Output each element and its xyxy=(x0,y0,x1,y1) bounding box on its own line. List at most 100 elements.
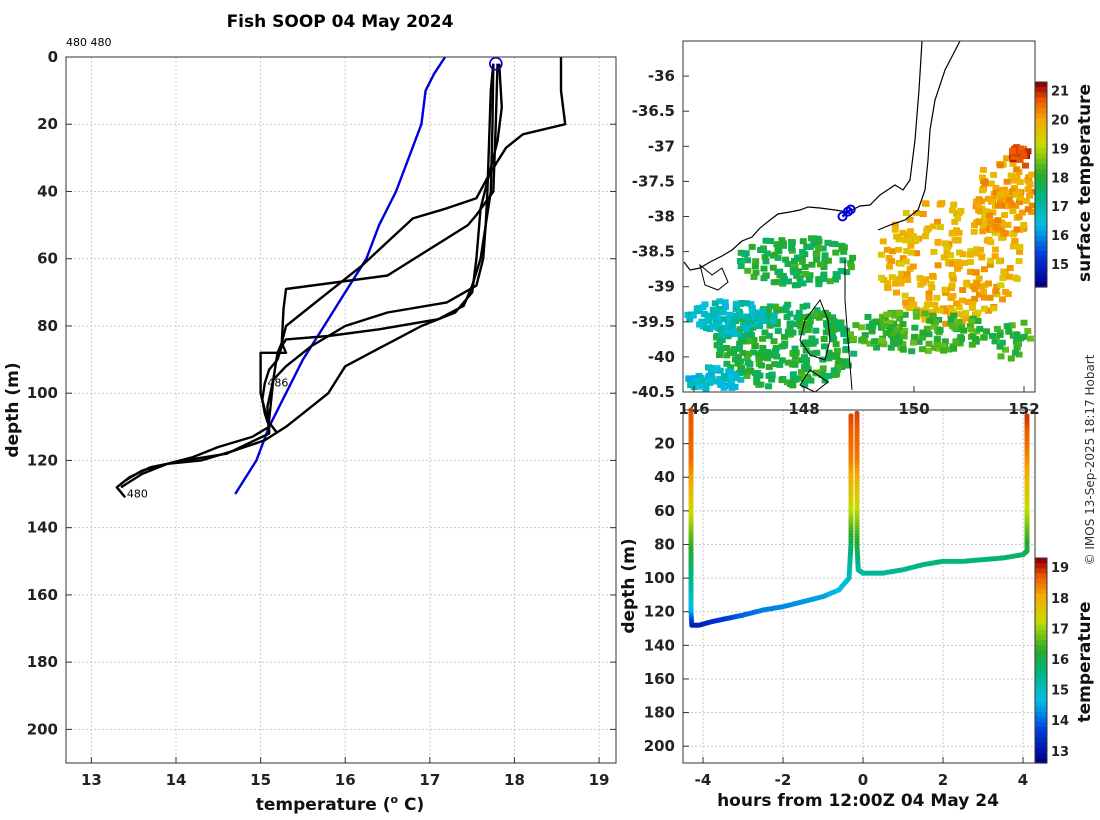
sst-cell xyxy=(784,261,792,267)
time-depth-colorbar-tick-label: 13 xyxy=(1051,745,1069,760)
sst-cell xyxy=(737,376,745,383)
sst-cell xyxy=(892,327,900,334)
map-colorbar-segment xyxy=(1035,128,1047,134)
sst-cell xyxy=(937,307,944,314)
sst-cell xyxy=(776,361,784,368)
sst-cell xyxy=(941,338,949,345)
map-colorbar-segment xyxy=(1035,235,1047,242)
sst-cell xyxy=(955,311,963,318)
map-ticks: 146 148 150 152 -36 -36.5 -37 -37.5 -38 -38.5 -39 -… xyxy=(632,67,1040,418)
sst-cell xyxy=(717,326,725,333)
sst-cell xyxy=(996,198,1004,205)
sst-cell xyxy=(858,324,865,331)
sst-cell xyxy=(989,305,997,312)
sst-cell xyxy=(887,344,895,351)
sst-cell xyxy=(957,334,965,341)
profile-y-label: depth (m) xyxy=(3,362,23,457)
sst-cell xyxy=(711,300,719,307)
sst-cell xyxy=(986,212,994,219)
map-colorbar-segment xyxy=(1035,251,1047,257)
sst-cell xyxy=(794,254,801,261)
sst-cell xyxy=(700,311,708,317)
sst-cell xyxy=(698,377,706,384)
sst-cell xyxy=(719,309,727,316)
map-colorbar-segment xyxy=(1035,123,1047,129)
time-depth-colorbar-label: temperature xyxy=(1075,601,1095,722)
sst-cell xyxy=(723,376,731,383)
sst-cell xyxy=(931,301,939,308)
sst-cell xyxy=(775,248,783,255)
tasmania-coast xyxy=(844,260,853,391)
sst-cell xyxy=(769,264,777,271)
sst-cell xyxy=(784,359,792,366)
sst-cell xyxy=(721,324,729,331)
sst-cell xyxy=(832,341,840,348)
sst-cell xyxy=(908,249,915,256)
sst-cell xyxy=(932,319,939,326)
map-colorbar-tick-label: 19 xyxy=(1051,142,1069,157)
sst-cell xyxy=(780,278,788,285)
sst-cell xyxy=(1011,274,1019,281)
sst-cell xyxy=(942,289,949,296)
sst-cell xyxy=(979,174,986,181)
map-colorbar-segment xyxy=(1035,117,1047,124)
sst-cell xyxy=(944,260,952,267)
sst-cell xyxy=(813,256,821,263)
sst-cell xyxy=(742,326,750,333)
sst-cell xyxy=(925,295,933,302)
sst-cell xyxy=(830,318,838,325)
sst-cell xyxy=(736,326,744,333)
sst-cell xyxy=(934,342,942,349)
sst-cell xyxy=(773,241,781,248)
sst-cell xyxy=(821,343,828,350)
sst-cell xyxy=(956,337,964,344)
sst-cell xyxy=(1009,160,1017,167)
track-marker xyxy=(843,206,853,217)
sst-cell xyxy=(969,300,976,307)
sst-cell xyxy=(751,263,759,270)
sst-cell xyxy=(998,234,1006,241)
sst-cell xyxy=(736,258,744,264)
sst-cell xyxy=(796,318,803,325)
sst-cell xyxy=(788,239,796,246)
sst-cell xyxy=(903,248,911,254)
sst-cell xyxy=(897,260,905,267)
sst-cell xyxy=(883,246,891,253)
sst-cell xyxy=(843,327,850,334)
sst-cell xyxy=(980,288,987,295)
sst-cell xyxy=(949,275,957,282)
sst-cell xyxy=(865,324,873,331)
sst-cell xyxy=(747,367,755,374)
sst-cell xyxy=(993,283,1001,290)
sst-cell xyxy=(903,271,911,278)
sst-cell xyxy=(811,311,819,318)
sst-cell xyxy=(942,320,950,327)
sst-cell xyxy=(751,342,759,349)
sst-cell xyxy=(769,318,777,325)
sst-cell xyxy=(699,319,707,326)
sst-cell xyxy=(813,241,821,248)
sst-cell xyxy=(763,250,771,257)
sst-cell xyxy=(950,345,958,352)
sst-cell xyxy=(974,309,982,316)
map-colorbar-segment xyxy=(1035,215,1047,221)
sst-cell xyxy=(997,282,1005,289)
sst-cell xyxy=(712,320,720,326)
sst-cell xyxy=(732,304,740,311)
sst-cell xyxy=(913,209,920,216)
sst-cell xyxy=(761,329,769,336)
sst-cell xyxy=(959,287,967,293)
sst-cell xyxy=(948,271,956,278)
sst-cell xyxy=(715,306,723,313)
map-colorbar-segment xyxy=(1035,225,1047,232)
sst-cell xyxy=(781,340,789,347)
sst-cell xyxy=(918,334,926,341)
time-depth-colorbar-tick-label: 19 xyxy=(1051,561,1069,576)
sst-cell xyxy=(1016,243,1024,250)
sst-cell xyxy=(825,349,833,356)
map-colorbar-frame xyxy=(1034,81,1048,288)
sst-cell xyxy=(754,370,762,376)
sst-cell xyxy=(884,285,892,291)
sst-cell xyxy=(868,320,876,327)
sst-cell xyxy=(1015,258,1023,265)
